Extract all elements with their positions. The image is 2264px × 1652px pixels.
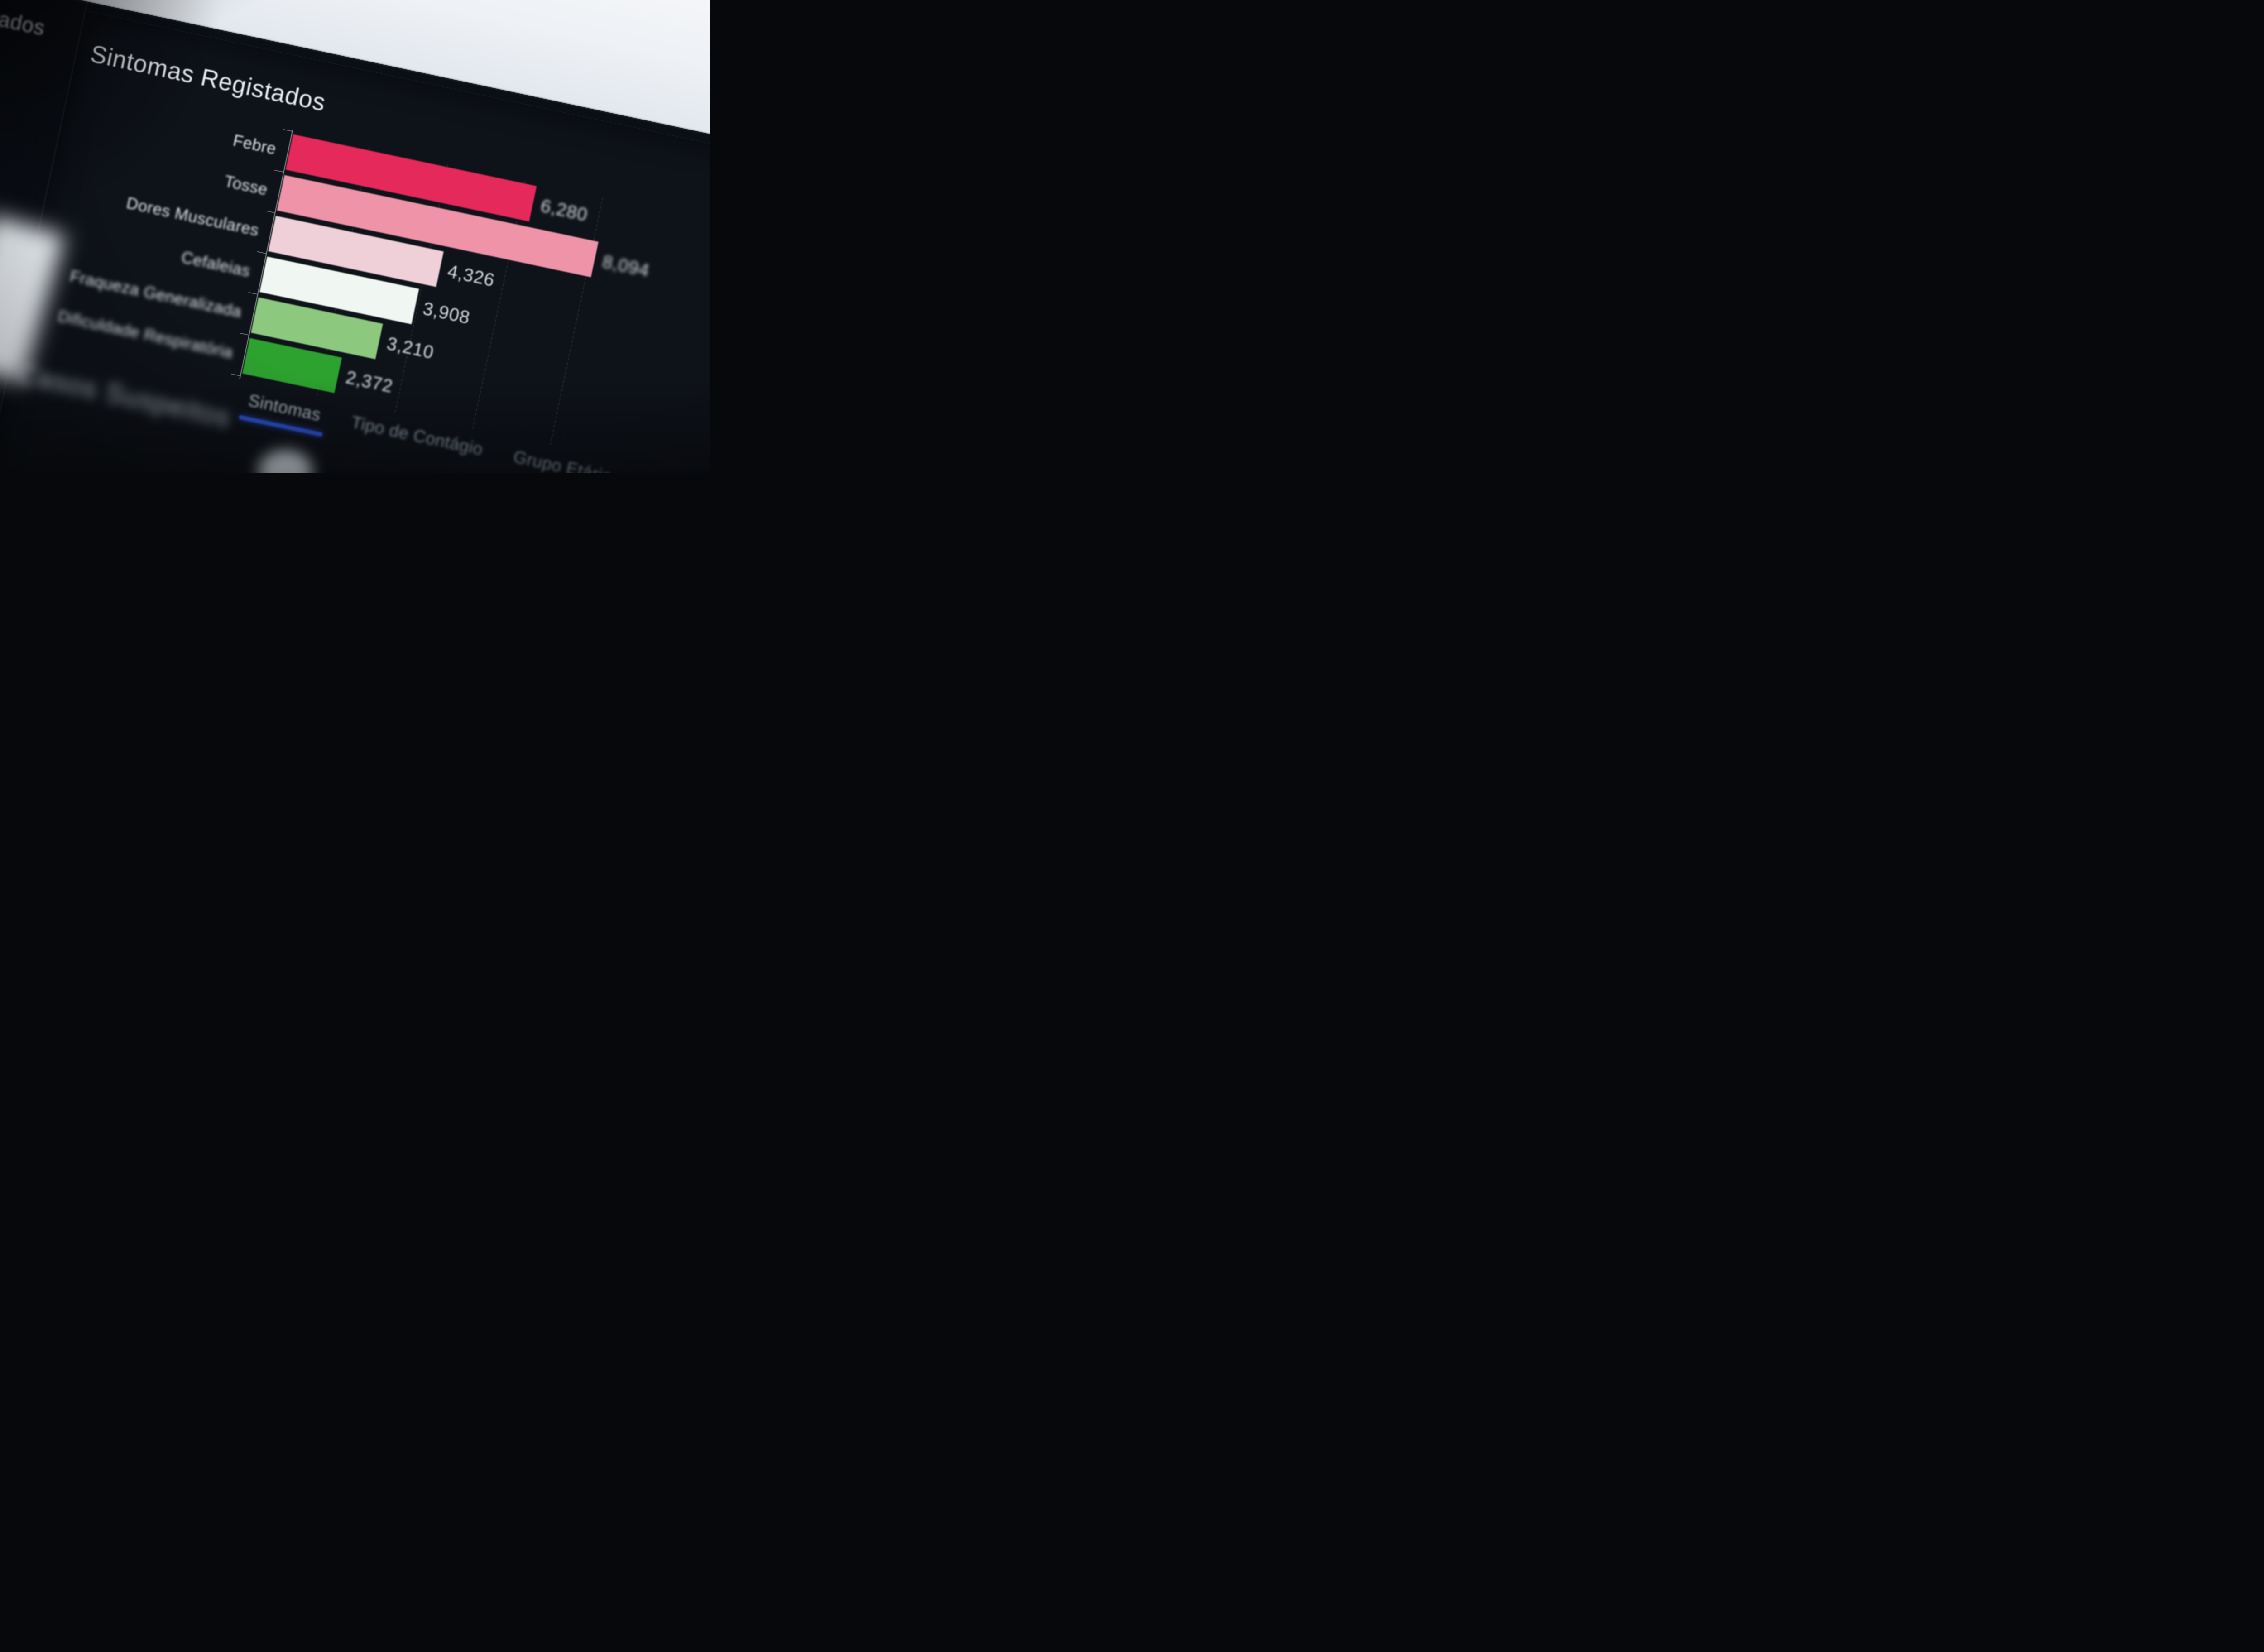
photo-of-dashboard-screen: nados Gaia ···· ··· Sintomas Registados …: [0, 0, 710, 473]
tilted-stage: nados Gaia ···· ··· Sintomas Registados …: [0, 0, 710, 473]
value-label: 3,210: [385, 333, 436, 363]
bar-chart: Febre 6,280 Tosse 8,094 Dores Musculares 4,32…: [31, 87, 710, 473]
sidebar-partial-title: nados: [0, 4, 48, 40]
axis-tick: [283, 129, 292, 132]
tab-sintomas[interactable]: Sintomas: [238, 391, 323, 437]
value-label: 2,372: [344, 367, 395, 397]
value-label: 8,094: [600, 251, 652, 281]
axis-tick: [231, 373, 240, 376]
value-label: 4,326: [446, 261, 497, 291]
value-label: 6,280: [539, 195, 590, 225]
value-label: 3,908: [421, 298, 472, 328]
